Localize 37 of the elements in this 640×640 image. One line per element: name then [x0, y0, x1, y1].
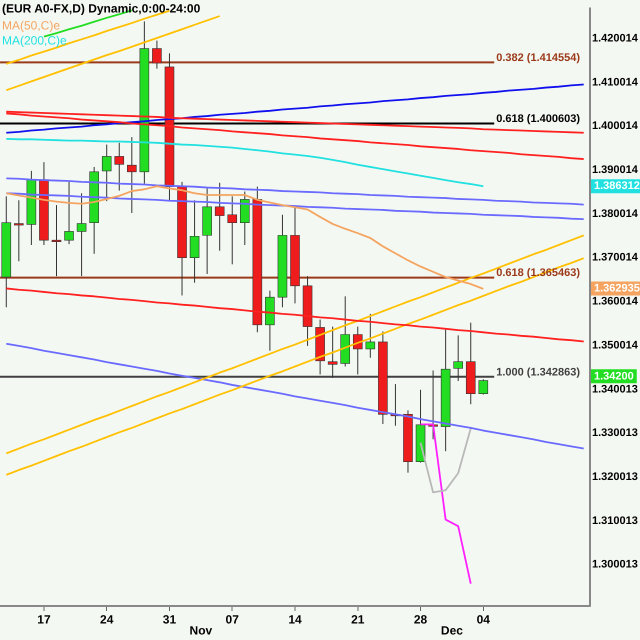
x-tick-label: 14 — [288, 612, 302, 627]
y-tick-label: 1.300013 — [592, 558, 638, 571]
y-tick-label: 1.420014 — [592, 32, 639, 44]
x-tick-label: 17 — [37, 612, 51, 627]
ref-line-label: 0.618 (1.400603) — [496, 113, 580, 126]
candlestick — [227, 196, 238, 265]
y-tick-label: 1.390014 — [592, 164, 639, 176]
y-tick-label: 1.320013 — [592, 471, 638, 484]
y-tick-label: 1.370014 — [592, 252, 639, 264]
chart-title: (EUR A0-FX,D) Dynamic,0:00-24:00 — [2, 1, 201, 16]
y-tick-label: 1.400014 — [592, 120, 639, 132]
text: MA(200,C)e — [2, 33, 68, 48]
text: 1.386312 — [594, 180, 640, 192]
y-tick-label: 1.350014 — [592, 339, 639, 352]
x-tick-label: 31 — [162, 612, 176, 627]
x-tick-label: 21 — [351, 612, 365, 627]
x-tick-label: 24 — [100, 612, 114, 627]
text: 1.34200 — [594, 370, 634, 382]
y-tick-label: 1.340013 — [592, 383, 638, 396]
candlestick — [214, 182, 224, 252]
y-tick-label: 1.360014 — [592, 296, 639, 308]
candlestick — [114, 142, 124, 192]
y-tick-label: 1.410014 — [592, 76, 639, 88]
text: 1.362935 — [594, 282, 640, 295]
candlestick — [102, 144, 112, 202]
x-tick-label: 07 — [226, 612, 240, 627]
text: Nov — [190, 623, 213, 638]
text: Dec — [440, 623, 464, 638]
x-tick-label: 04 — [476, 612, 490, 627]
y-tick-label: 1.330013 — [592, 427, 638, 440]
ref-line-label: 1.000 (1.342863) — [496, 366, 580, 378]
x-tick-label: 28 — [414, 612, 428, 627]
y-tick-label: 1.380014 — [592, 208, 639, 220]
y-tick-label: 1.310013 — [592, 514, 638, 527]
candlestick — [478, 378, 488, 396]
text: MA(50,C)e — [2, 18, 60, 32]
ref-line-label: 0.382 (1.414554) — [496, 52, 580, 64]
